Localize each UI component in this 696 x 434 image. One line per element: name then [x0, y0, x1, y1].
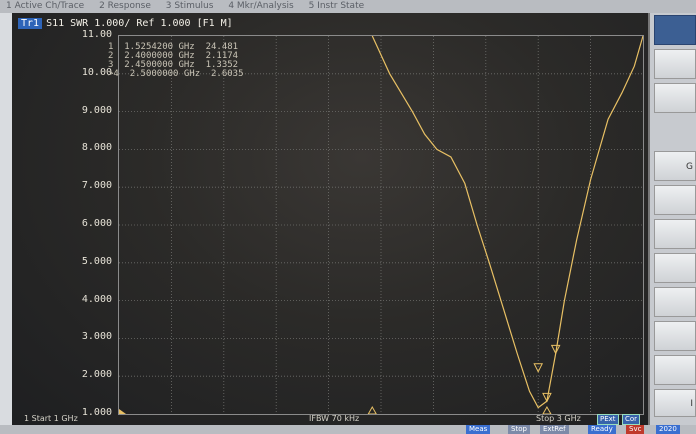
status-svc: Svc	[626, 425, 645, 434]
start-frequency: 1 Start 1 GHz	[24, 414, 78, 423]
softkey-10[interactable]	[654, 355, 696, 385]
menu-stimulus[interactable]: 3 Stimulus	[165, 1, 214, 11]
menu-bar: 1 Active Ch/Trace 2 Response 3 Stimulus …	[0, 0, 696, 13]
softkey-panel: G I	[650, 13, 696, 425]
axis-marker-triangle	[367, 405, 377, 414]
status-stop: Stop	[508, 425, 530, 434]
y-tick-label: 9.000	[81, 104, 112, 116]
softkey-3[interactable]	[654, 83, 696, 113]
reference-level-marker	[119, 409, 126, 414]
softkey-11[interactable]: I	[654, 389, 696, 417]
marker-4-triangle	[550, 344, 561, 355]
axis-marker-triangle	[542, 405, 552, 414]
softkey-2[interactable]	[654, 49, 696, 79]
y-tick-label: 7.000	[81, 180, 112, 192]
bottom-info-line: 1 Start 1 GHz IFBW 70 kHz Stop 3 GHz PEx…	[24, 413, 648, 425]
softkey-6[interactable]	[654, 219, 696, 249]
y-tick-label: 1.000	[81, 407, 112, 418]
status-extref: ExtRef	[540, 425, 569, 434]
y-tick-label: 4.000	[81, 293, 112, 305]
status-year: 2020	[656, 425, 680, 434]
softkey-4[interactable]: G	[654, 151, 696, 181]
softkey-9[interactable]	[654, 321, 696, 351]
port-extension-button[interactable]: PExt	[597, 414, 619, 425]
y-tick-label: 5.000	[81, 255, 112, 267]
y-tick-label: 11.00	[81, 29, 112, 40]
y-tick-label: 10.00	[81, 66, 112, 78]
softkey-8[interactable]	[654, 287, 696, 317]
ifbw-value: IFBW 70 kHz	[309, 414, 360, 423]
menu-instr-state[interactable]: 5 Instr State	[308, 1, 365, 11]
correction-button[interactable]: Cor	[622, 414, 641, 425]
marker-row: 3 2.4500000 GHz 1.3352	[108, 60, 239, 70]
status-bar: Meas Stop ExtRef Ready Svc 2020	[0, 425, 696, 434]
marker-table: 1 1.5254200 GHz 24.481 2 2.4000000 GHz 2…	[108, 43, 244, 79]
trace-tag[interactable]: Tr1	[18, 18, 43, 29]
menu-response[interactable]: 2 Response	[99, 1, 151, 11]
status-meas: Meas	[466, 425, 491, 434]
swr-chart	[119, 36, 643, 414]
softkey-5[interactable]	[654, 185, 696, 215]
swr-trace-line	[371, 36, 643, 409]
stop-frequency: Stop 3 GHz	[536, 414, 581, 423]
marker-row: 1 1.5254200 GHz 24.481	[108, 42, 239, 52]
trace-header[interactable]: Tr1 S11 SWR 1.000/ Ref 1.000 [F1 M]	[18, 17, 233, 31]
softkey-7[interactable]	[654, 253, 696, 283]
softkey-1[interactable]	[654, 15, 696, 45]
plot-area	[118, 35, 644, 415]
y-tick-label: 3.000	[81, 331, 112, 343]
marker-row: 2 2.4000000 GHz 2.1174	[108, 51, 239, 61]
marker-3-triangle	[542, 392, 552, 403]
status-ready: Ready	[588, 425, 616, 434]
menu-mkr-analysis[interactable]: 4 Mkr/Analysis	[228, 1, 294, 11]
marker-2-triangle	[533, 363, 544, 373]
marker-row: >4 2.5000000 GHz 2.6035	[108, 69, 244, 79]
y-tick-label: 8.000	[81, 142, 112, 154]
y-tick-label: 2.000	[81, 369, 112, 381]
analyzer-screen: Tr1 S11 SWR 1.000/ Ref 1.000 [F1 M] 1.000…	[12, 13, 650, 425]
y-tick-label: 6.000	[81, 218, 112, 229]
menu-active-ch-trace[interactable]: 1 Active Ch/Trace	[6, 1, 85, 11]
trace-title: S11 SWR 1.000/ Ref 1.000 [F1 M]	[46, 18, 233, 29]
